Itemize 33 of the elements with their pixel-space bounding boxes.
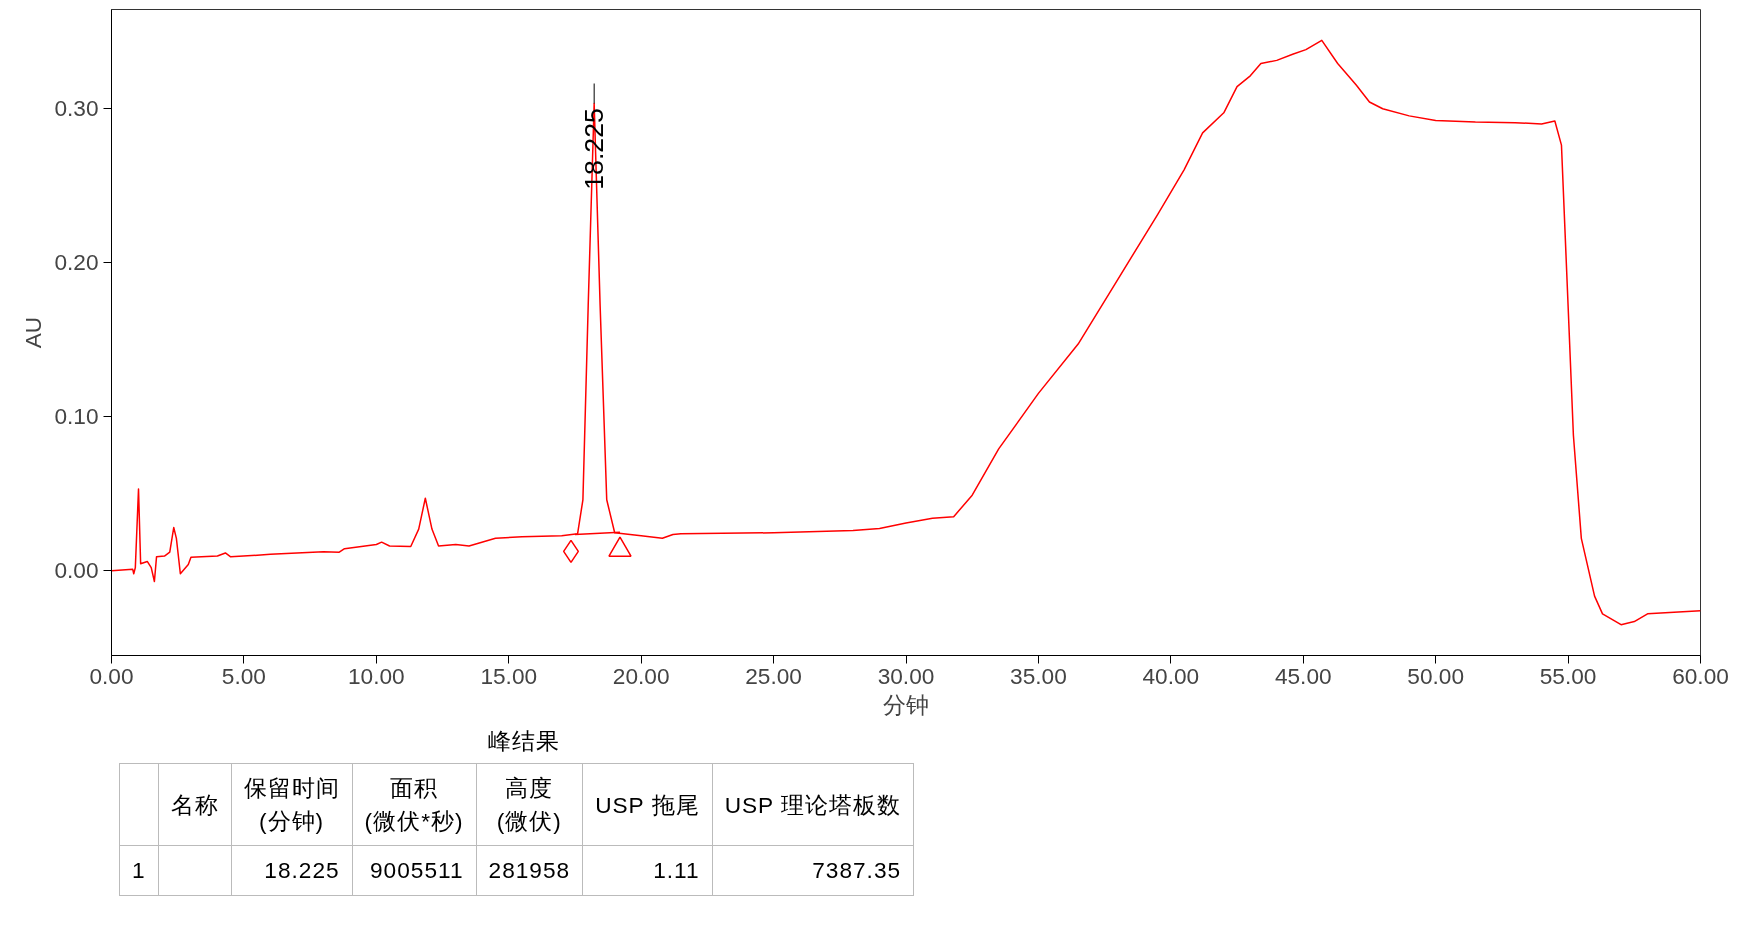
x-tick-label: 15.00 [480, 662, 538, 689]
text: USP 理论塔板数 [712, 763, 914, 846]
x-tick-label: 5.00 [221, 662, 266, 689]
text: 保留时间 (分钟) [231, 763, 353, 846]
x-tick-label: 0.00 [89, 662, 134, 689]
text: 9005511 [352, 845, 477, 895]
y-tick-label: 0.30 [54, 94, 99, 121]
text: 18.225 [231, 845, 353, 895]
text: 高度 (微伏) [476, 763, 583, 846]
x-tick-label: 40.00 [1142, 662, 1200, 689]
y-tick-label: 0.20 [54, 248, 99, 275]
y-tick-label: 0.10 [54, 403, 99, 430]
x-tick-label: 25.00 [745, 662, 802, 689]
x-axis-title: 分钟 [883, 691, 929, 718]
text: 面积 (微伏*秒) [352, 763, 477, 846]
x-tick-label: 35.00 [1010, 662, 1067, 689]
x-tick-label: 30.00 [877, 662, 935, 689]
y-tick-label: 0.00 [54, 557, 99, 584]
text: 281958 [476, 845, 583, 895]
x-tick-label: 45.00 [1274, 662, 1332, 689]
annotation: 18.225 [579, 108, 610, 190]
text: USP 拖尾 [582, 763, 713, 846]
x-tick-label: 60.00 [1672, 662, 1729, 689]
x-tick-label: 50.00 [1407, 662, 1465, 689]
text: 1.11 [582, 845, 713, 895]
text: 峰结果 [487, 727, 561, 756]
text: 7387.35 [712, 845, 914, 895]
y-axis-title: AU [20, 316, 47, 349]
x-tick-label: 10.00 [347, 662, 405, 689]
x-tick-label: 20.00 [612, 662, 670, 689]
x-tick-label: 55.00 [1539, 662, 1597, 689]
text: 1 [119, 845, 159, 895]
text: 名称 [158, 763, 232, 846]
